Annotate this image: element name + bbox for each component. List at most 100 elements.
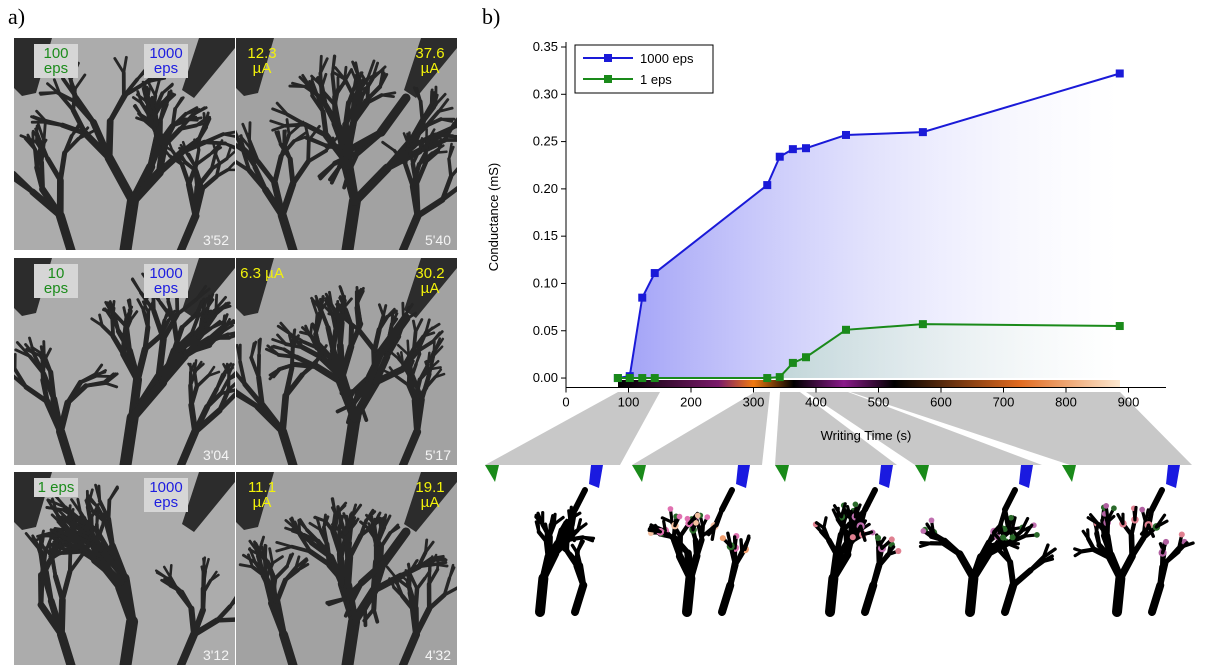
dendrite xyxy=(348,322,355,350)
dendrite xyxy=(1133,505,1138,522)
dendrite xyxy=(139,290,156,313)
eps-label: 1 eps xyxy=(34,478,78,497)
dendrite xyxy=(268,547,274,565)
dendrite xyxy=(168,584,184,594)
micrograph-image xyxy=(236,38,457,250)
electrode xyxy=(775,465,789,482)
dendrite xyxy=(1163,545,1182,565)
dendrite xyxy=(116,577,137,627)
dendrite xyxy=(279,139,296,159)
dendrite xyxy=(57,399,72,435)
marker xyxy=(638,293,647,302)
dendrite xyxy=(179,162,192,187)
dendrite xyxy=(411,397,421,435)
dendrite xyxy=(536,529,549,544)
dendrite xyxy=(148,96,156,111)
x-tick-label: 900 xyxy=(1118,395,1140,410)
dendrite xyxy=(40,543,54,558)
deposit xyxy=(1103,503,1110,509)
dendrite xyxy=(141,308,150,330)
dendrite xyxy=(285,118,291,137)
dendrite xyxy=(739,538,744,554)
dendrite xyxy=(70,107,88,136)
dendrite xyxy=(861,581,878,616)
dendrite xyxy=(181,140,189,155)
dendrite xyxy=(344,553,354,590)
dendrite xyxy=(1107,551,1125,582)
dendrite xyxy=(362,607,376,623)
dendrite xyxy=(236,143,244,148)
time-label: 5'17 xyxy=(424,447,451,463)
deposit xyxy=(852,501,859,508)
dendrite xyxy=(324,143,356,151)
dendrite xyxy=(418,362,430,382)
dendrite xyxy=(991,523,1003,536)
dendrite xyxy=(55,90,78,104)
electrode xyxy=(1019,465,1033,488)
electrode xyxy=(404,472,457,532)
dendrite xyxy=(189,384,199,408)
dendrite xyxy=(448,563,455,580)
micrograph-image xyxy=(14,38,235,250)
dendrite xyxy=(276,324,293,336)
dendrite xyxy=(195,374,210,389)
dendrite xyxy=(870,561,882,589)
dendrite xyxy=(102,372,116,384)
deposit xyxy=(1162,538,1170,545)
dendrite xyxy=(415,340,435,354)
dendrite xyxy=(1002,487,1018,513)
deposit xyxy=(667,506,674,512)
dendrite xyxy=(1177,541,1195,550)
dendrite xyxy=(180,312,198,330)
dendrite xyxy=(366,69,383,81)
dendrite xyxy=(48,369,57,402)
dendrite xyxy=(372,353,391,386)
electrode xyxy=(236,472,274,530)
dendrite xyxy=(82,534,92,555)
dendrite xyxy=(192,185,206,219)
dendrite xyxy=(263,574,280,604)
dendrite xyxy=(347,521,358,533)
dendrite xyxy=(336,505,342,520)
dendrite xyxy=(178,113,195,131)
marker xyxy=(842,130,850,139)
dendrite xyxy=(831,508,840,522)
dendrite xyxy=(90,556,125,586)
dendrite xyxy=(308,332,319,350)
dendrite xyxy=(567,507,578,530)
dendrite xyxy=(93,526,111,552)
dendrite xyxy=(226,381,235,392)
dendrite xyxy=(359,71,370,87)
dendrite xyxy=(131,277,143,295)
dendrite xyxy=(241,149,252,173)
dendrite xyxy=(398,630,421,665)
dendrite xyxy=(566,535,586,542)
dendrite xyxy=(440,174,454,203)
dendrite xyxy=(338,296,348,311)
dendrite xyxy=(217,391,235,413)
dendrite xyxy=(726,531,733,548)
dendrite xyxy=(407,144,415,166)
dendrite xyxy=(1089,513,1101,526)
dendrite xyxy=(215,617,235,623)
dendrite xyxy=(248,547,257,565)
dendrite xyxy=(65,383,89,406)
deposit xyxy=(888,536,895,543)
dendrite xyxy=(1041,557,1055,564)
legend-label: 1000 eps xyxy=(640,51,694,66)
marker xyxy=(788,145,797,154)
dendrite xyxy=(76,126,90,141)
y-tick-label: 0.20 xyxy=(533,181,558,196)
dendrite xyxy=(845,504,853,522)
dendrite xyxy=(1010,567,1034,589)
dendrite xyxy=(429,88,434,107)
dendrite xyxy=(309,322,314,337)
dendrite xyxy=(214,152,221,165)
dendrite xyxy=(103,307,114,322)
micrograph-image xyxy=(14,472,235,665)
dendrite xyxy=(123,81,146,97)
dendrite xyxy=(332,87,340,107)
electrode xyxy=(736,465,750,488)
dendrite xyxy=(965,573,979,617)
dendrite xyxy=(26,348,42,358)
